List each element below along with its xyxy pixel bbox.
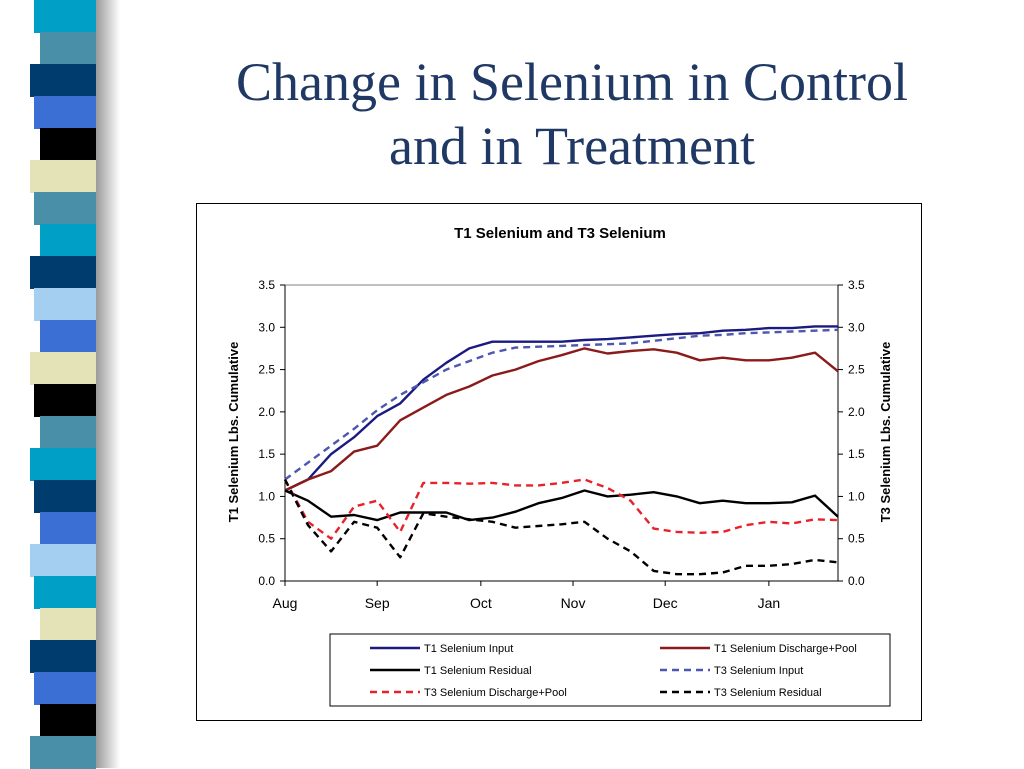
strip-block: [34, 192, 96, 225]
strip-block: [30, 256, 96, 289]
series-line: [283, 478, 839, 540]
series-line: [284, 347, 839, 492]
chart-title: T1 Selenium and T3 Selenium: [454, 225, 666, 242]
strip-block: [40, 608, 96, 641]
strip-block: [30, 160, 96, 193]
strip-block: [34, 576, 96, 609]
legend-label: T3 Selenium Input: [714, 665, 803, 677]
strip-block: [34, 0, 96, 33]
y-tick-label-right: 0.0: [848, 574, 865, 588]
x-tick-label: Oct: [470, 595, 492, 611]
strip-block: [34, 480, 96, 513]
slide-title-line-1: Change in Selenium in Control: [236, 52, 908, 112]
strip-block: [40, 32, 96, 65]
strip-block: [40, 224, 96, 257]
legend-label: T1 Selenium Input: [424, 643, 513, 655]
legend-label: T3 Selenium Discharge+Pool: [424, 687, 567, 699]
y-tick-label-left: 0.0: [258, 574, 275, 588]
strip-block: [34, 96, 96, 129]
legend-label: T1 Selenium Discharge+Pool: [714, 643, 857, 655]
slide-title: Change in Selenium in Control and in Tre…: [140, 50, 1004, 178]
decorative-color-strip: [0, 0, 120, 769]
strip-block: [30, 544, 96, 577]
strip-block: [30, 736, 96, 769]
y-tick-label-left: 0.5: [258, 532, 275, 546]
series-line: [284, 489, 839, 522]
x-tick-label: Nov: [561, 595, 586, 611]
y-tick-label-right: 2.0: [848, 405, 865, 419]
y-tick-label-left: 2.0: [258, 405, 275, 419]
x-tick-label: Dec: [653, 595, 678, 611]
strip-block: [34, 288, 96, 321]
chart-frame: T1 Selenium and T3 Selenium T1 Selenium …: [196, 203, 922, 721]
strip-block: [30, 640, 96, 673]
strip-block: [30, 64, 96, 97]
strip-block: [34, 384, 96, 417]
strip-block: [34, 672, 96, 705]
slide-title-line-2: and in Treatment: [389, 116, 755, 176]
x-tick-label: Sep: [365, 595, 390, 611]
y-axis-right-label: T3 Selenium Lbs. Cumulative: [878, 342, 893, 523]
series-line: [283, 478, 839, 576]
line-chart: T1 Selenium and T3 Selenium T1 Selenium …: [226, 225, 893, 707]
series-line: [284, 325, 838, 492]
y-tick-label-right: 3.0: [848, 320, 865, 334]
legend-label: T3 Selenium Residual: [714, 687, 822, 699]
y-tick-label-left: 3.5: [258, 278, 275, 292]
y-tick-label-left: 1.0: [258, 489, 275, 503]
strip-block: [40, 320, 96, 353]
strip-block: [30, 448, 96, 481]
y-tick-label-left: 1.5: [258, 447, 275, 461]
y-tick-label-left: 2.5: [258, 363, 275, 377]
strip-block: [40, 128, 96, 161]
x-tick-label: Jan: [758, 595, 781, 611]
series-line: [284, 328, 839, 481]
x-tick-label: Aug: [273, 595, 298, 611]
y-tick-label-right: 0.5: [848, 532, 865, 546]
y-tick-label-left: 3.0: [258, 320, 275, 334]
strip-block: [40, 416, 96, 449]
y-tick-label-right: 1.5: [848, 447, 865, 461]
y-tick-label-right: 2.5: [848, 363, 865, 377]
y-tick-label-right: 3.5: [848, 278, 865, 292]
strip-block: [40, 512, 96, 545]
y-axis-left-label: T1 Selenium Lbs. Cumulative: [226, 342, 241, 523]
y-tick-label-right: 1.0: [848, 489, 865, 503]
strip-block: [30, 352, 96, 385]
legend-label: T1 Selenium Residual: [424, 665, 532, 677]
strip-block: [40, 704, 96, 737]
legend-box: [329, 633, 891, 707]
strip-shadow: [96, 0, 120, 768]
